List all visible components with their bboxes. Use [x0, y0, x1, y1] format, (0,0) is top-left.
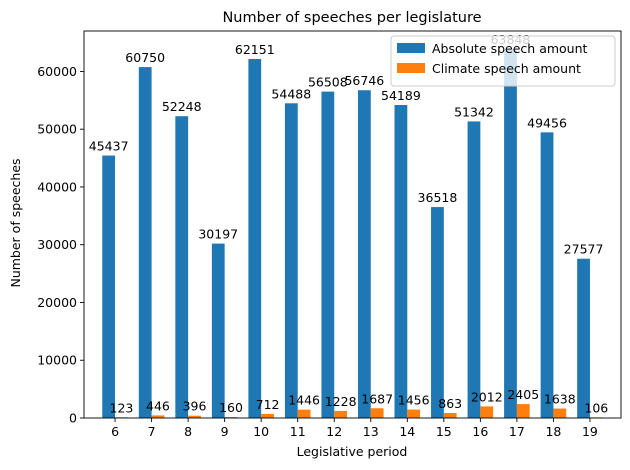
- bar-climate-7: [151, 415, 165, 418]
- bar-climate-9: [224, 417, 238, 418]
- data-label-climate-19: 106: [584, 400, 608, 415]
- data-label-climate-13: 1687: [361, 391, 393, 406]
- data-label-absolute-16: 51342: [454, 104, 494, 119]
- bar-absolute-9: [211, 243, 225, 418]
- bar-climate-16: [480, 406, 494, 418]
- bar-absolute-16: [467, 121, 481, 418]
- bar-climate-15: [443, 413, 457, 418]
- legend-box: [390, 35, 616, 87]
- x-tick-label-16: 16: [472, 424, 488, 439]
- data-label-climate-12: 1228: [325, 394, 357, 409]
- plot-area: 45437 60750 52248 30197 62151 544885650856746…: [37, 30, 622, 439]
- bar-climate-8: [188, 415, 201, 418]
- legend-swatch-climate: [397, 63, 425, 73]
- y-tick-label-50000: 50000: [37, 122, 77, 137]
- bar-absolute-14: [394, 105, 408, 418]
- bar-absolute-8: [175, 116, 189, 419]
- data-label-absolute-18: 49456: [527, 115, 567, 130]
- bar-absolute-15: [431, 207, 444, 418]
- bar-climate-12: [334, 410, 348, 418]
- data-label-climate-6: 123: [110, 400, 134, 415]
- x-tick-label-13: 13: [363, 424, 379, 439]
- bar-climate-14: [407, 409, 421, 418]
- bar-climate-17: [516, 404, 530, 418]
- y-tick-label-60000: 60000: [37, 64, 77, 79]
- data-label-climate-17: 2405: [507, 387, 539, 402]
- bar-climate-18: [553, 408, 567, 418]
- data-label-climate-7: 446: [146, 398, 170, 413]
- data-label-absolute-13: 56746: [344, 73, 384, 88]
- data-label-absolute-11: 54488: [271, 86, 311, 101]
- bar-absolute-19: [577, 258, 590, 418]
- x-tick-label-8: 8: [184, 424, 192, 439]
- data-label-climate-10: 712: [256, 397, 280, 412]
- data-label-absolute-12: 56508: [308, 75, 348, 90]
- bar-absolute-13: [357, 90, 371, 418]
- y-tick-label-30000: 30000: [37, 237, 77, 252]
- bar-absolute-10: [248, 59, 262, 418]
- bar-absolute-7: [138, 67, 152, 418]
- legend-label-absolute: Absolute speech amount: [432, 41, 588, 56]
- x-tick-label-19: 19: [582, 424, 598, 439]
- x-tick-label-17: 17: [509, 424, 525, 439]
- bar-absolute-11: [284, 103, 298, 419]
- bar-climate-10: [261, 413, 274, 418]
- bar-absolute-6: [102, 155, 116, 419]
- x-tick-label-15: 15: [436, 424, 452, 439]
- data-label-climate-8: 396: [183, 399, 207, 414]
- x-tick-label-11: 11: [290, 424, 306, 439]
- x-tick-label-14: 14: [399, 424, 415, 439]
- x-tick-label-10: 10: [253, 424, 269, 439]
- data-label-climate-11: 1446: [288, 393, 320, 408]
- data-label-absolute-15: 36518: [418, 190, 458, 205]
- data-label-climate-16: 2012: [471, 389, 503, 404]
- x-tick-label-7: 7: [148, 424, 156, 439]
- legend-swatch-absolute: [397, 43, 425, 53]
- bar-climate-11: [297, 409, 311, 418]
- data-label-absolute-9: 30197: [198, 227, 238, 242]
- x-tick-label-12: 12: [326, 424, 342, 439]
- data-label-absolute-10: 62151: [235, 42, 275, 57]
- y-axis-label: Number of speeches: [8, 158, 23, 287]
- data-label-climate-14: 1456: [398, 393, 430, 408]
- y-tick-label-10000: 10000: [37, 353, 77, 368]
- legend-label-climate: Climate speech amount: [432, 61, 581, 76]
- y-tick-label-40000: 40000: [37, 179, 77, 194]
- y-tick-label-0: 0: [69, 411, 77, 426]
- data-label-absolute-19: 27577: [564, 242, 604, 257]
- data-label-climate-18: 1638: [544, 392, 576, 407]
- data-label-climate-9: 160: [219, 400, 243, 415]
- data-label-absolute-7: 60750: [125, 50, 165, 65]
- data-label-climate-15: 863: [438, 396, 462, 411]
- data-label-absolute-8: 52248: [162, 99, 202, 114]
- bar-climate-13: [370, 408, 384, 418]
- y-tick-label-20000: 20000: [37, 295, 77, 310]
- x-axis-label: Legislative period: [297, 444, 408, 459]
- x-tick-label-6: 6: [111, 424, 119, 439]
- axes-frame: [83, 30, 622, 419]
- x-tick-label-9: 9: [221, 424, 229, 439]
- bar-absolute-17: [504, 49, 517, 419]
- bar-absolute-18: [540, 132, 554, 418]
- x-tick-label-18: 18: [545, 424, 561, 439]
- chart-title: Number of speeches per legislature: [222, 10, 481, 26]
- bar-absolute-12: [321, 91, 335, 418]
- data-label-absolute-14: 54189: [381, 88, 421, 103]
- legend: Absolute speech amount Climate speech amo…: [390, 35, 616, 87]
- data-label-absolute-6: 45437: [89, 139, 129, 154]
